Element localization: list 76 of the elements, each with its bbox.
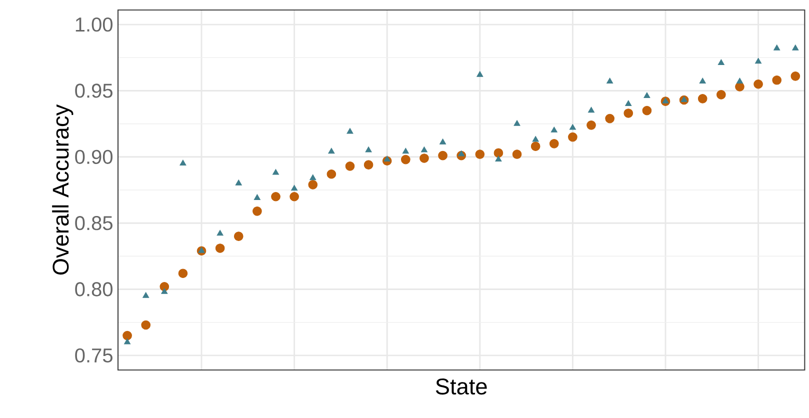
point — [365, 146, 372, 152]
point — [644, 92, 650, 98]
point — [532, 136, 539, 142]
point — [271, 192, 280, 202]
point — [178, 268, 188, 278]
point — [494, 148, 504, 158]
point — [569, 124, 576, 130]
point — [475, 150, 485, 159]
point — [364, 160, 374, 170]
point — [662, 98, 669, 104]
y-tick-label: 0.95 — [75, 84, 112, 98]
point — [141, 320, 151, 330]
y-tick-label: 1.00 — [76, 17, 112, 32]
point — [290, 192, 299, 202]
point — [736, 78, 743, 84]
point — [161, 288, 168, 294]
point — [235, 180, 242, 186]
point — [326, 169, 336, 179]
point — [124, 338, 131, 344]
point — [252, 206, 262, 216]
point — [512, 150, 522, 159]
point — [588, 106, 595, 113]
point — [605, 114, 614, 124]
point — [272, 169, 280, 175]
point — [384, 156, 390, 162]
point — [291, 184, 298, 191]
point — [755, 58, 762, 64]
point — [625, 100, 632, 106]
point — [438, 150, 448, 160]
point — [345, 162, 355, 171]
point — [550, 126, 558, 132]
point — [420, 154, 429, 163]
point — [586, 120, 596, 130]
point — [402, 148, 409, 154]
point — [699, 78, 706, 84]
point — [698, 94, 708, 104]
point — [234, 232, 244, 241]
point — [198, 247, 205, 253]
point — [180, 160, 186, 166]
point — [716, 90, 726, 100]
point — [142, 292, 150, 298]
point — [458, 150, 465, 156]
point — [308, 180, 318, 190]
point — [346, 128, 354, 134]
point — [216, 230, 224, 236]
point — [215, 244, 225, 253]
point — [624, 108, 634, 118]
point — [530, 142, 540, 151]
point — [254, 194, 260, 200]
point — [400, 154, 410, 164]
point — [606, 78, 614, 84]
y-tick-label: 0.80 — [75, 282, 112, 296]
point — [774, 44, 780, 50]
point — [420, 146, 428, 152]
point — [476, 71, 484, 77]
y-tick-label: 0.85 — [75, 216, 112, 230]
y-tick-label: 0.90 — [75, 150, 112, 164]
point — [792, 44, 799, 50]
point — [754, 79, 763, 89]
y-tick-label: 0.75 — [75, 348, 112, 363]
y-axis-title: Overall Accuracy — [52, 104, 74, 275]
point — [440, 138, 446, 144]
point — [514, 120, 520, 126]
x-axis-title: State — [436, 378, 487, 395]
point — [160, 282, 170, 292]
point — [122, 330, 132, 340]
point — [549, 139, 559, 148]
point — [772, 75, 782, 85]
point — [310, 174, 316, 180]
point — [790, 72, 800, 81]
point — [328, 148, 335, 154]
point — [680, 96, 688, 102]
point — [718, 59, 724, 65]
point — [568, 132, 578, 142]
point — [495, 156, 502, 162]
point — [642, 106, 652, 116]
